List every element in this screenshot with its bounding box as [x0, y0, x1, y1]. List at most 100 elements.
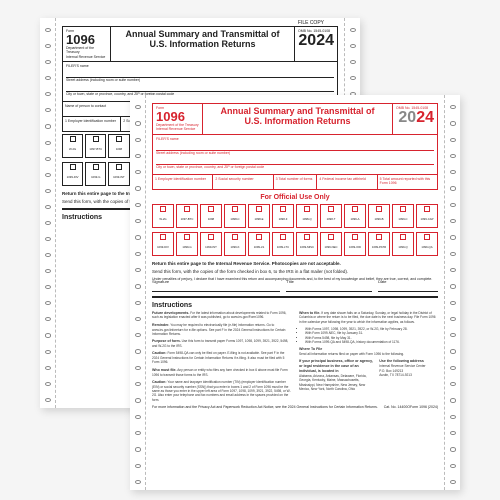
- checkbox-label: 1097-BTC: [177, 217, 197, 221]
- form-type-checkbox[interactable]: 1099-DIV: [62, 162, 83, 186]
- feed-hole: [45, 124, 51, 128]
- feed-hole: [450, 317, 456, 321]
- form-type-checkbox[interactable]: 1099-LTC: [272, 232, 294, 256]
- checkbox-box: [328, 206, 334, 212]
- checkbox-box: [208, 206, 214, 212]
- feed-hole: [45, 189, 51, 193]
- form-type-checkbox[interactable]: 1099-A: [344, 204, 366, 228]
- checkbox-label: 1099-Q: [393, 245, 413, 249]
- perforation-left-front: [130, 95, 146, 490]
- form-type-checkbox[interactable]: 1098: [108, 134, 129, 158]
- feed-hole: [450, 301, 456, 305]
- street-label: Street address (including room or suite …: [66, 78, 334, 82]
- checkbox-label: 1098-E: [249, 217, 269, 221]
- box4-f: 4 Federal income tax withheld: [317, 175, 377, 189]
- form-type-checkbox[interactable]: 1099-PATR: [368, 232, 390, 256]
- checkbox-box: [376, 234, 382, 240]
- feed-hole: [45, 221, 51, 225]
- form-type-checkbox[interactable]: 1098-E: [248, 204, 270, 228]
- form-type-checkbox[interactable]: 1099-INT: [200, 232, 222, 256]
- feed-hole: [450, 366, 456, 370]
- checkbox-box: [70, 136, 76, 142]
- checkbox-label: 1098: [109, 147, 128, 151]
- feed-hole: [135, 138, 141, 142]
- checkbox-box: [160, 234, 166, 240]
- form-type-checkbox[interactable]: 1097-BTC: [85, 134, 106, 158]
- feed-hole: [350, 44, 356, 48]
- box2-f: 2 Social security number: [213, 175, 273, 189]
- checkbox-label: 1099-G: [177, 245, 197, 249]
- feed-hole: [450, 219, 456, 223]
- feed-hole: [135, 121, 141, 125]
- checkbox-label: 1099-CAP: [417, 217, 437, 221]
- instructions-col-left: Future developments. For the latest info…: [152, 311, 291, 403]
- form-type-checkbox[interactable]: W-2G: [62, 134, 83, 158]
- form-1096-front: Form 1096 Department of the Treasury Int…: [130, 95, 460, 490]
- form-type-checkbox[interactable]: 1099-QA: [416, 232, 438, 256]
- feed-hole: [135, 105, 141, 109]
- checkbox-box: [232, 206, 238, 212]
- street-label-f: Street address (including room or suite …: [156, 151, 434, 155]
- checkbox-label: 1099-OID: [345, 245, 365, 249]
- form-type-checkbox[interactable]: 1099-CAP: [416, 204, 438, 228]
- form-type-checkbox[interactable]: 1098-F: [272, 204, 294, 228]
- checkbox-label: 1099-LTC: [273, 245, 293, 249]
- box1: 1 Employer identification number: [63, 117, 121, 131]
- form-type-checkbox[interactable]: 1099-Q: [392, 232, 414, 256]
- feed-hole: [45, 317, 51, 321]
- file-copy-label: FILE COPY: [298, 20, 324, 26]
- filer-name-label: FILER'S name: [66, 64, 334, 68]
- feed-hole: [135, 317, 141, 321]
- form-footer: For more information and the Privacy Act…: [152, 405, 438, 409]
- checkbox-label: 1099-INT: [109, 175, 128, 179]
- form-type-checkbox[interactable]: 1099-DIV: [152, 232, 174, 256]
- form-type-checkbox[interactable]: 1099-NEC: [320, 232, 342, 256]
- form-type-checkbox[interactable]: 1099-OID: [344, 232, 366, 256]
- form-type-checkbox[interactable]: 1099-INT: [108, 162, 129, 186]
- feed-hole: [45, 157, 51, 161]
- checkbox-label: 1099-MISC: [297, 245, 317, 249]
- checkbox-box: [352, 206, 358, 212]
- form-type-checkbox[interactable]: 1098-T: [320, 204, 342, 228]
- dept-label: Department of the Treasury Internal Reve…: [66, 46, 107, 59]
- checkbox-label: 1098-C: [225, 217, 245, 221]
- form-type-checkbox[interactable]: 1098: [200, 204, 222, 228]
- form-type-checkbox[interactable]: W-2G: [152, 204, 174, 228]
- footer-cat: Cat. No. 14400O: [384, 405, 410, 409]
- footer-left: For more information and the Privacy Act…: [152, 405, 384, 409]
- form-type-checkbox[interactable]: 1099-B: [368, 204, 390, 228]
- instructions-col-right: When to file. If any date shown falls on…: [299, 311, 438, 403]
- form-type-checkbox[interactable]: 1098-Q: [296, 204, 318, 228]
- form-type-checkbox[interactable]: 1097-BTC: [176, 204, 198, 228]
- feed-hole: [135, 398, 141, 402]
- signature-row: Signature Title Date: [152, 284, 438, 292]
- feed-hole: [450, 447, 456, 451]
- feed-hole: [135, 333, 141, 337]
- checkbox-row-2: 1099-DIV1099-G1099-INT1099-K1099-LS1099-…: [152, 230, 438, 258]
- filer-name-label-f: FILER'S name: [156, 137, 434, 141]
- form-type-checkbox[interactable]: 1099-K: [224, 232, 246, 256]
- feed-hole: [45, 366, 51, 370]
- form-type-checkbox[interactable]: 1099-G: [176, 232, 198, 256]
- checkbox-box: [400, 234, 406, 240]
- form-type-checkbox[interactable]: 1099-LS: [248, 232, 270, 256]
- checkbox-box: [116, 164, 122, 170]
- feed-hole: [450, 333, 456, 337]
- feed-hole: [450, 382, 456, 386]
- feed-hole: [45, 237, 51, 241]
- feed-hole: [135, 186, 141, 190]
- sig-label: Signature: [152, 279, 169, 284]
- checkbox-box: [160, 206, 166, 212]
- checkbox-label: 1098: [201, 217, 221, 221]
- form-type-checkbox[interactable]: 1099-MISC: [296, 232, 318, 256]
- checkbox-box: [304, 206, 310, 212]
- form-type-checkbox[interactable]: 1099-G: [85, 162, 106, 186]
- feed-hole: [45, 92, 51, 96]
- box1-f: 1 Employer identification number: [153, 175, 213, 189]
- box5-f: 5 Total amount reported with this Form 1…: [378, 175, 437, 189]
- form-type-checkbox[interactable]: 1099-C: [392, 204, 414, 228]
- send-line-f: Send this form, with the copies of the f…: [152, 269, 438, 274]
- checkbox-label: W-2G: [63, 147, 82, 151]
- checkbox-box: [184, 234, 190, 240]
- form-type-checkbox[interactable]: 1098-C: [224, 204, 246, 228]
